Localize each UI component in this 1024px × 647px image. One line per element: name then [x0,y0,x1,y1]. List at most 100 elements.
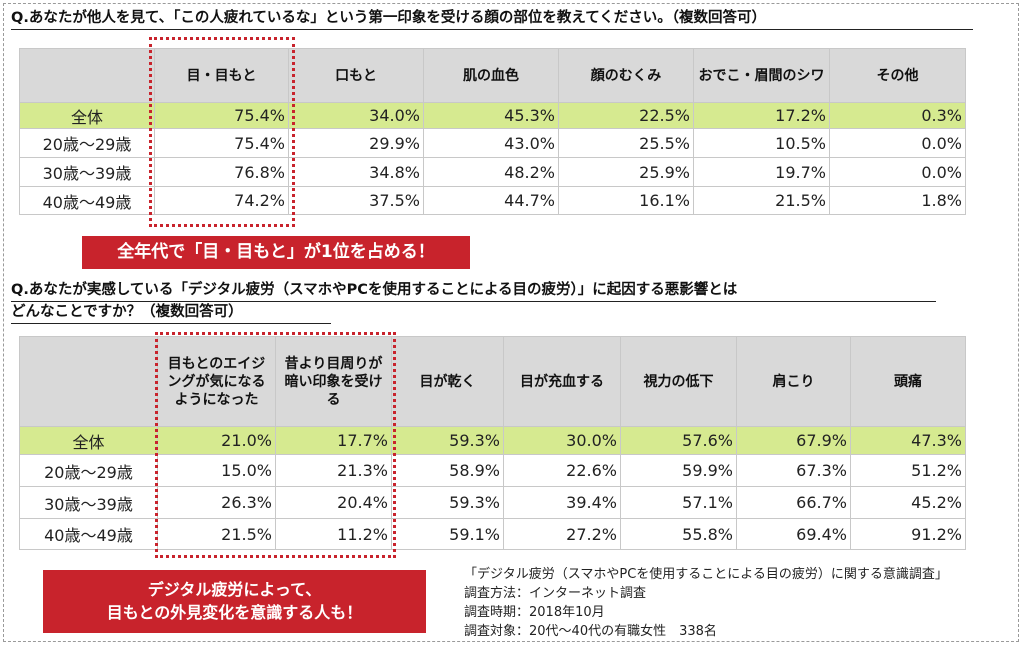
question-2-table: 目もとのエイジングが気になるようになった 昔より目周りが暗い印象を受ける 目が乾… [19,336,966,550]
callout-banner-2-line-2: 目もとの外見変化を意識する人も！ [106,603,363,622]
table-cell: 39.4% [503,486,621,519]
table-cell: 58.9% [391,454,504,487]
table-cell: 25.9% [558,157,694,187]
table-cell: 59.1% [391,518,504,550]
table-row: 30歳～39歳 76.8% 34.8% 48.2% 25.9% 19.7% 0.… [19,157,966,187]
row-label: 40歳～49歳 [19,518,158,550]
header-cell-vision-decline: 視力の低下 [620,336,737,427]
table-row: 20歳～29歳 15.0% 21.3% 58.9% 22.6% 59.9% 67… [19,454,966,487]
question-2-underline-2 [11,323,331,324]
survey-method: 調査方法：インターネット調査 [464,586,647,601]
header-cell-skin-color: 肌の血色 [423,48,559,103]
table-cell: 59.3% [391,486,504,519]
table-cell: 74.2% [154,186,289,215]
header-cell-corner [19,336,158,427]
table-cell: 37.5% [288,186,424,215]
table-cell: 51.2% [850,454,966,487]
callout-banner-1: 全年代で「目・目もと」が1位を占める！ [82,236,470,269]
table-cell: 0.3% [829,102,966,129]
table-cell: 45.2% [850,486,966,519]
header-cell-corner [19,48,155,103]
table-cell: 11.2% [275,518,392,550]
header-cell-swelling: 顔のむくみ [558,48,694,103]
row-label: 30歳～39歳 [19,486,158,519]
table-cell: 69.4% [736,518,851,550]
table-cell: 91.2% [850,518,966,550]
table-cell: 21.3% [275,454,392,487]
table-cell: 47.3% [850,426,966,455]
table-cell: 67.3% [736,454,851,487]
header-cell-eye-aging: 目もとのエイジングが気になるようになった [157,336,276,427]
table-cell: 21.5% [157,518,276,550]
header-cell-headache: 頭痛 [850,336,966,427]
survey-name: 「デジタル疲労（スマホやPCを使用することによる目の疲労）に関する意識調査」 [464,567,948,582]
table-row-total: 全体 21.0% 17.7% 59.3% 30.0% 57.6% 67.9% 4… [19,426,966,455]
survey-notes: 「デジタル疲労（スマホやPCを使用することによる目の疲労）に関する意識調査」 調… [464,565,948,641]
question-2-title-line-2: どんなことですか？（複数回答可） [11,304,243,320]
header-cell-mouth: 口もと [288,48,424,103]
table-cell: 0.0% [829,128,966,158]
question-2-underline-1 [11,301,936,302]
table-cell: 34.0% [288,102,424,129]
table-header-row: 目もとのエイジングが気になるようになった 昔より目周りが暗い印象を受ける 目が乾… [19,336,966,427]
row-label: 40歳～49歳 [19,186,155,215]
table-row: 30歳～39歳 26.3% 20.4% 59.3% 39.4% 57.1% 66… [19,486,966,519]
table-cell: 21.5% [693,186,830,215]
table-cell: 17.2% [693,102,830,129]
header-cell-forehead-wrinkles: おでこ・眉間のシワ [693,48,830,103]
table-cell: 67.9% [736,426,851,455]
row-label: 全体 [19,102,155,129]
table-cell: 43.0% [423,128,559,158]
table-cell: 10.5% [693,128,830,158]
header-cell-stiff-shoulders: 肩こり [736,336,851,427]
page-frame [3,3,1019,642]
table-cell: 29.9% [288,128,424,158]
table-row: 20歳～29歳 75.4% 29.9% 43.0% 25.5% 10.5% 0.… [19,128,966,158]
table-cell: 59.9% [620,454,737,487]
table-cell: 25.5% [558,128,694,158]
question-1-underline [11,29,973,30]
table-cell: 59.3% [391,426,504,455]
row-label: 全体 [19,426,158,455]
table-cell: 22.6% [503,454,621,487]
header-cell-dry-eyes: 目が乾く [391,336,504,427]
table-cell: 15.0% [157,454,276,487]
table-cell: 45.3% [423,102,559,129]
table-cell: 0.0% [829,157,966,187]
table-row-total: 全体 75.4% 34.0% 45.3% 22.5% 17.2% 0.3% [19,102,966,129]
table-row: 40歳～49歳 74.2% 37.5% 44.7% 16.1% 21.5% 1.… [19,186,966,215]
question-2-title-line-1: Q.あなたが実感している「デジタル疲労（スマホやPCを使用することによる目の疲労… [11,282,738,298]
table-row: 40歳～49歳 21.5% 11.2% 59.1% 27.2% 55.8% 69… [19,518,966,550]
row-label: 20歳～29歳 [19,454,158,487]
table-cell: 66.7% [736,486,851,519]
table-cell: 75.4% [154,102,289,129]
callout-banner-2: デジタル疲労によって、 目もとの外見変化を意識する人も！ [43,570,426,633]
question-1-table: 目・目もと 口もと 肌の血色 顔のむくみ おでこ・眉間のシワ その他 全体 75… [19,48,966,215]
table-cell: 20.4% [275,486,392,519]
table-cell: 30.0% [503,426,621,455]
highlight-box-eye-aging-columns [155,332,396,558]
table-cell: 19.7% [693,157,830,187]
table-cell: 21.0% [157,426,276,455]
row-label: 20歳～29歳 [19,128,155,158]
table-cell: 44.7% [423,186,559,215]
survey-target: 調査対象：20代～40代の有職女性 338名 [464,624,717,639]
table-cell: 1.8% [829,186,966,215]
highlight-box-eyes-column [149,37,295,227]
row-label: 30歳～39歳 [19,157,155,187]
table-cell: 57.1% [620,486,737,519]
table-cell: 16.1% [558,186,694,215]
table-cell: 27.2% [503,518,621,550]
callout-banner-2-line-1: デジタル疲労によって、 [147,580,322,599]
header-cell-bloodshot-eyes: 目が充血する [503,336,621,427]
header-cell-dark-eye-area: 昔より目周りが暗い印象を受ける [275,336,392,427]
question-1-title: Q.あなたが他人を見て、「この人疲れているな」という第一印象を受ける顔の部位を教… [11,10,767,26]
table-cell: 22.5% [558,102,694,129]
table-cell: 48.2% [423,157,559,187]
table-cell: 34.8% [288,157,424,187]
table-cell: 57.6% [620,426,737,455]
table-cell: 17.7% [275,426,392,455]
survey-period: 調査時期：2018年10月 [464,605,605,620]
header-cell-other: その他 [829,48,966,103]
table-cell: 55.8% [620,518,737,550]
